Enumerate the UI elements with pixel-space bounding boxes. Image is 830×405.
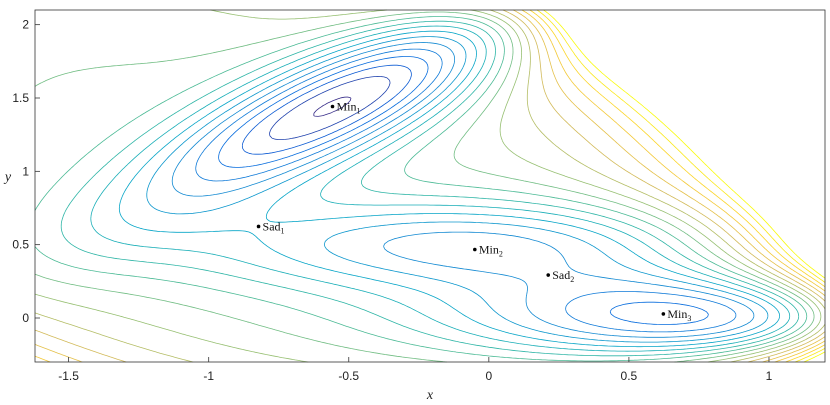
critical-point-marker — [330, 104, 335, 109]
contour-level-line — [90, 25, 791, 352]
contour-level-line — [34, 9, 826, 363]
critical-point-marker — [473, 247, 477, 252]
critical-point-marker — [256, 224, 261, 229]
critical-point-label: Sad2 — [552, 268, 574, 284]
critical-point-annotations: Min1 Min2 Min3 Sad1 Sad2 — [256, 100, 691, 323]
y-tick-label: 0.5 — [12, 238, 29, 252]
x-tick-label: -1.5 — [58, 369, 79, 383]
x-tick-label: -0.5 — [338, 369, 359, 383]
contour-level-line — [34, 11, 815, 363]
contour-level-line — [146, 36, 769, 343]
x-tick-label: 0.5 — [621, 369, 638, 383]
critical-point-label: Sad1 — [263, 219, 285, 235]
plot-frame — [34, 9, 826, 363]
contour-level-line — [529, 9, 826, 363]
contour-level-line — [34, 9, 822, 363]
contour-level-line — [118, 30, 780, 348]
y-axis-ticks: 0 0.5 1 1.5 2 — [12, 18, 40, 325]
critical-point-label: Min2 — [479, 243, 503, 259]
contour-level-line — [60, 20, 800, 357]
x-tick-label: 0 — [485, 369, 492, 383]
contour-level-line — [34, 9, 826, 363]
x-tick-label: -1 — [203, 369, 214, 383]
contour-level-line — [195, 48, 737, 333]
contour-lines — [34, 9, 826, 363]
critical-point-marker — [546, 273, 551, 277]
contour-level-line — [34, 16, 808, 362]
contour-level-line — [241, 64, 412, 155]
contour-level-line — [34, 9, 826, 363]
critical-point-label: Min1 — [337, 100, 361, 116]
critical-point-label: Min3 — [667, 307, 691, 323]
y-tick-label: 0 — [22, 311, 29, 325]
contour-level-line — [34, 9, 826, 363]
contour-level-line — [313, 96, 352, 117]
y-axis-label: y — [3, 170, 12, 185]
critical-point-marker — [661, 312, 666, 316]
x-axis-ticks: -1.5 -1 -0.5 0 0.5 1 — [58, 357, 773, 383]
x-axis-label: x — [426, 388, 434, 403]
contour-level-line — [171, 42, 755, 338]
y-tick-label: 1.5 — [12, 91, 29, 105]
x-tick-label: 1 — [766, 369, 773, 383]
contour-level-line — [218, 56, 709, 325]
y-tick-label: 1 — [22, 164, 29, 178]
y-tick-label: 2 — [22, 18, 29, 32]
contour-level-line — [269, 76, 391, 140]
